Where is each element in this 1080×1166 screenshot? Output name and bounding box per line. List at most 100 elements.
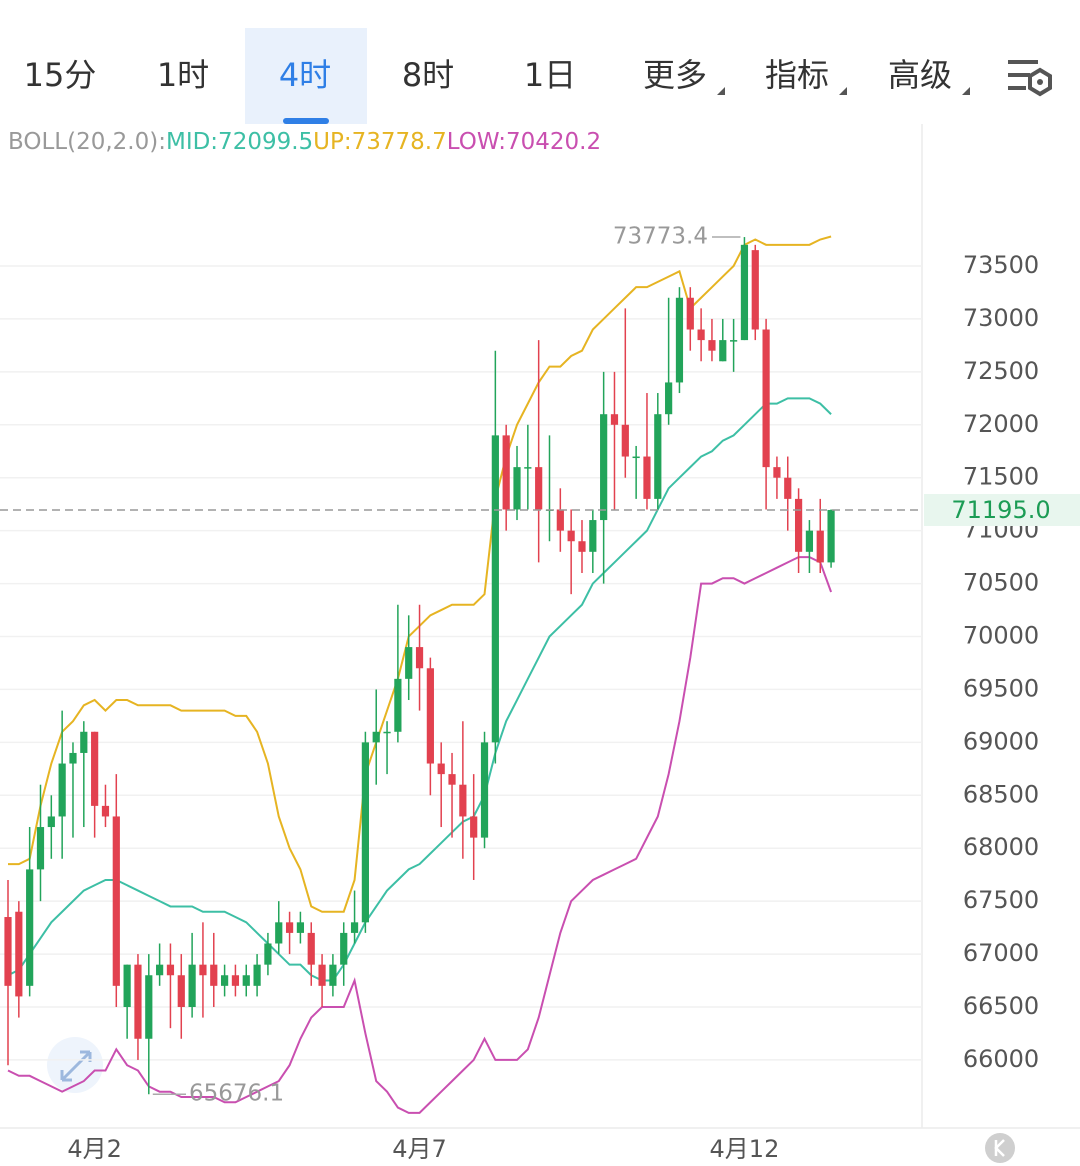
icon-bar: [1008, 86, 1026, 90]
candle-body: [448, 774, 456, 785]
x-tick-label: 4月7: [392, 1135, 447, 1163]
boll-line: [7, 556, 833, 1114]
candle-body: [643, 456, 651, 499]
legend-entry: MID:72099.5: [166, 129, 313, 155]
candle-body: [794, 498, 803, 552]
candle-body: [805, 530, 814, 552]
candle-body: [177, 975, 185, 1008]
tab[interactable]: 1时: [157, 56, 209, 94]
candle-body: [524, 467, 532, 469]
candle-body: [199, 964, 207, 976]
tab[interactable]: 15分: [24, 56, 97, 94]
candle-body: [231, 975, 240, 986]
y-tick-label: 66000: [963, 1045, 1039, 1073]
candle-body: [394, 678, 402, 732]
candle-body: [112, 816, 120, 986]
candle-body: [600, 414, 608, 521]
tab[interactable]: 1日: [524, 56, 576, 94]
candle-body: [134, 964, 142, 1039]
indicator-label: BOLL(20,2.0):: [8, 129, 166, 155]
candle-body: [686, 297, 694, 330]
y-tick-label: 72000: [963, 410, 1039, 438]
candle-body: [405, 647, 413, 679]
boll-line: [8, 235, 832, 913]
candle-body: [589, 520, 597, 552]
candle-body: [730, 340, 738, 342]
icon-bg: [985, 1133, 1015, 1163]
y-tick-label: 67500: [963, 886, 1039, 914]
candle-body: [210, 964, 218, 986]
y-tick-label: 71500: [963, 463, 1039, 491]
candle-body: [426, 668, 434, 764]
candle-body: [567, 530, 575, 542]
tab-selected-bg: [245, 28, 367, 124]
y-tick-label: 70000: [963, 622, 1039, 650]
last-price-box: [924, 494, 1080, 527]
candle-body: [719, 340, 727, 362]
icon-glyph: [994, 1139, 1005, 1157]
candle-body: [166, 964, 175, 976]
axis-panel: [922, 124, 1080, 1128]
tab[interactable]: 8时: [402, 56, 454, 94]
candle-body: [80, 731, 88, 753]
candle-body: [47, 816, 55, 828]
candle-body: [36, 827, 45, 870]
candle-body: [253, 964, 261, 986]
last-price-label: 71195.0: [951, 496, 1050, 524]
candle-body: [502, 435, 510, 510]
icon-arrows: [60, 1050, 92, 1082]
candle-body: [708, 340, 716, 351]
candle-body: [242, 975, 250, 986]
candle-body: [697, 329, 705, 341]
high-annotation: 73773.4: [613, 224, 708, 250]
low-annotation: 65676.1: [189, 1081, 284, 1107]
candle-body: [58, 763, 66, 817]
tab[interactable]: 高级: [888, 56, 952, 94]
x-tick-label: 4月2: [67, 1135, 122, 1163]
candle-body: [156, 964, 164, 976]
candle-body: [621, 424, 629, 457]
icon-bar: [1008, 73, 1030, 77]
candle-body: [578, 541, 586, 552]
candle-body: [264, 943, 272, 965]
candle-body: [513, 467, 521, 510]
dropdown-caret: [962, 87, 970, 95]
candle-body: [556, 509, 564, 531]
candle-body: [101, 805, 110, 817]
candle-body: [773, 467, 781, 478]
candle-body: [491, 435, 499, 743]
expand-icon[interactable]: [47, 1037, 103, 1093]
dropdown-caret: [839, 87, 847, 95]
candle-body: [188, 964, 196, 1008]
y-tick-label: 73000: [963, 304, 1039, 332]
y-tick-label: 68500: [963, 780, 1039, 808]
candle-body: [740, 244, 749, 341]
candle-body: [275, 922, 283, 944]
y-tick-label: 73500: [963, 251, 1039, 279]
y-tick-label: 67000: [963, 939, 1039, 967]
candle-body: [675, 297, 684, 383]
legend-entry: LOW:70420.2: [447, 129, 601, 155]
y-tick-label: 68000: [963, 833, 1039, 861]
candle-body: [632, 456, 640, 459]
candle-body: [665, 382, 673, 415]
collapse-icon[interactable]: [985, 1133, 1015, 1163]
settings-icon[interactable]: [1008, 60, 1052, 97]
candle-body: [26, 869, 34, 986]
candle-body: [372, 731, 380, 743]
y-tick-label: 66500: [963, 992, 1039, 1020]
tab[interactable]: 4时: [279, 56, 331, 94]
legend-entry: UP:73778.7: [313, 129, 447, 155]
y-tick-label: 69500: [963, 674, 1039, 702]
candle-body: [361, 742, 369, 923]
candle-body: [654, 414, 662, 499]
candle-body: [296, 922, 305, 933]
tab[interactable]: 指标: [765, 56, 829, 94]
candle-body: [145, 975, 153, 1039]
candle-body: [751, 250, 759, 330]
candle-body: [470, 816, 478, 838]
candle-body: [340, 932, 348, 965]
icon-dot: [1037, 79, 1043, 85]
tab[interactable]: 更多: [643, 56, 707, 94]
